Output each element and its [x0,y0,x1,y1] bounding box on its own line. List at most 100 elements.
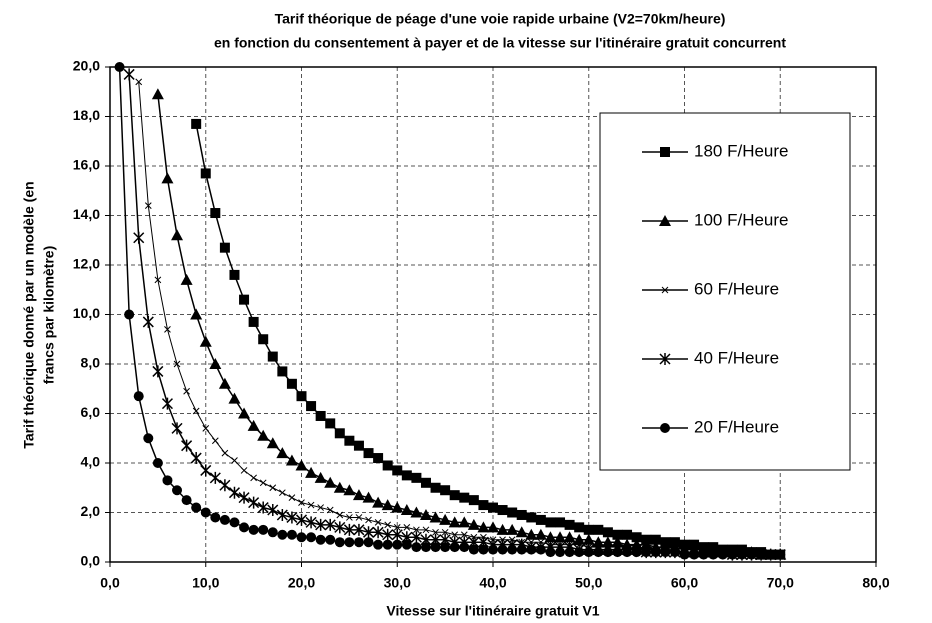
marker [266,437,279,449]
marker [325,418,336,429]
marker [162,475,173,486]
marker [488,502,498,513]
marker [441,528,449,536]
marker [295,513,308,526]
marker [384,521,392,529]
marker [336,511,344,519]
x-tick-label: 40,0 [479,575,506,591]
marker [392,539,403,550]
marker [401,470,412,481]
marker [306,532,317,543]
marker [496,523,509,535]
marker [534,528,547,540]
x-tick-label: 60,0 [671,575,698,591]
marker [574,547,585,558]
marker [247,419,260,431]
marker [516,509,527,520]
y-tick-label: 12,0 [73,256,100,272]
marker [439,513,452,525]
marker [267,504,279,517]
marker [622,547,633,558]
marker [393,523,401,531]
marker [229,517,240,528]
marker [420,477,431,488]
marker [516,544,527,555]
marker [286,529,297,540]
marker [133,231,145,244]
marker [413,526,420,534]
marker [391,528,403,541]
marker [344,435,355,446]
marker [669,547,680,558]
marker [123,68,135,81]
legend: 180 F/Heure 100 F/Heure 60 F/Heure 40 F/Heu… [599,112,851,471]
y-axis-label: francs par kilomètre) [41,246,57,385]
marker [410,531,422,544]
marker [458,516,471,528]
marker [152,365,164,378]
marker [228,392,241,404]
marker [200,168,211,179]
marker [515,526,528,538]
marker [315,534,326,545]
marker [238,407,251,419]
marker [459,492,470,503]
marker [229,269,240,280]
marker [526,544,537,555]
marker [298,499,305,506]
marker [525,528,538,540]
marker [286,378,297,389]
marker [460,531,468,539]
marker [315,410,326,421]
marker [660,147,670,157]
marker [144,202,152,209]
marker [133,391,144,402]
marker [382,528,394,541]
marker [430,482,441,493]
marker [257,429,270,441]
marker [228,486,241,499]
legend-label: 40 F/Heure [694,348,779,367]
marker [219,479,231,492]
marker [209,471,221,484]
marker [161,172,174,184]
marker [411,472,422,483]
marker [239,294,250,305]
marker [582,533,595,545]
marker [365,516,372,524]
marker [449,490,460,501]
marker [267,351,278,362]
marker [373,539,384,550]
marker [373,453,384,464]
marker [401,539,412,550]
marker [661,286,669,294]
marker [478,544,489,555]
marker [392,465,403,476]
marker [756,549,767,560]
marker [631,547,642,558]
marker [218,377,231,389]
marker [171,229,184,241]
marker [181,439,193,452]
marker [343,523,355,536]
marker [200,507,211,518]
marker [382,460,393,471]
marker [191,118,202,129]
marker [717,549,728,560]
marker [451,531,459,539]
marker [164,325,171,333]
marker [593,524,604,535]
marker [545,547,556,558]
marker [353,537,364,548]
marker [372,526,384,539]
legend-label: 60 F/Heure [694,279,779,298]
marker [334,537,345,548]
marker [211,437,219,445]
marker [679,549,690,560]
marker [422,526,430,534]
marker [765,549,776,560]
marker [248,524,259,535]
marker [372,496,385,508]
marker [526,512,537,523]
marker [305,516,317,529]
